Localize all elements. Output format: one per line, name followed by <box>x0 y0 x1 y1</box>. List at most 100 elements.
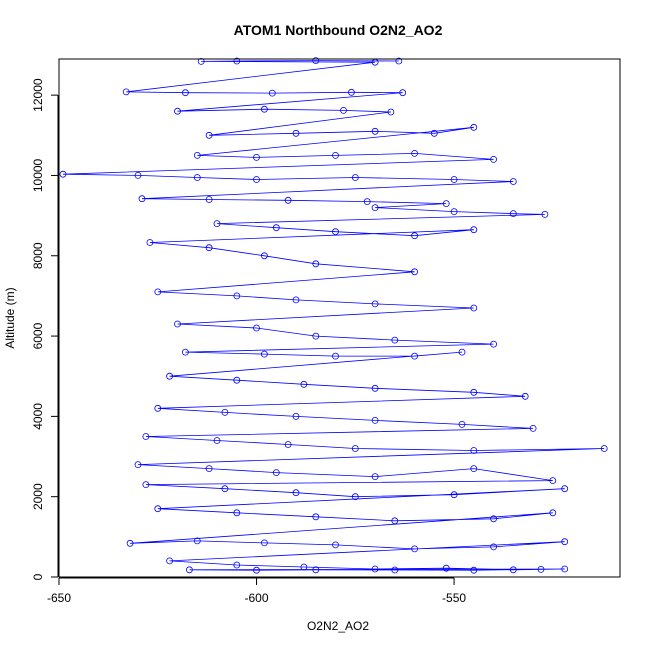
data-point <box>371 300 379 308</box>
data-point <box>521 392 529 400</box>
data-point <box>490 155 498 163</box>
data-point <box>312 332 320 340</box>
data-point <box>561 538 569 546</box>
data-point <box>253 324 260 332</box>
data-point <box>395 57 403 65</box>
data-point <box>332 352 339 360</box>
data-point <box>233 292 241 300</box>
data-point <box>221 408 229 416</box>
data-point <box>561 485 569 493</box>
data-point <box>371 565 379 573</box>
data-point <box>600 445 608 452</box>
data-point <box>260 252 268 260</box>
data-point <box>154 288 162 296</box>
data-point <box>174 320 181 328</box>
data-point <box>442 200 450 208</box>
x-axis-label: O2N2_AO2 <box>307 619 369 633</box>
data-point <box>193 174 201 181</box>
data-point <box>371 127 379 135</box>
data-point <box>213 220 221 228</box>
x-tick-label: -650 <box>47 591 71 605</box>
data-point <box>292 296 300 304</box>
data-point <box>458 420 466 428</box>
data-point <box>470 226 478 234</box>
data-point <box>312 57 320 64</box>
data-point <box>470 123 478 131</box>
y-tick-label: 8000 <box>31 242 45 269</box>
data-point <box>450 208 458 216</box>
data-point <box>363 198 371 206</box>
data-point <box>411 232 419 240</box>
data-point <box>185 566 193 574</box>
data-point <box>205 465 213 473</box>
data-point <box>371 204 379 212</box>
series-points <box>59 57 608 574</box>
data-point <box>126 539 134 547</box>
data-point <box>351 445 359 452</box>
y-tick-label: 12000 <box>31 78 45 112</box>
data-point <box>490 543 498 551</box>
data-point <box>458 348 466 356</box>
series-lines <box>62 60 605 571</box>
data-point <box>312 566 320 574</box>
data-point <box>193 537 201 545</box>
data-point <box>490 515 498 523</box>
data-point <box>411 545 419 553</box>
chart-title: ATOM1 Northbound O2N2_AO2 <box>234 22 443 38</box>
data-point <box>391 566 399 574</box>
data-point <box>260 105 268 113</box>
data-point <box>154 404 162 412</box>
data-point <box>284 196 292 204</box>
data-point <box>391 517 399 525</box>
data-point <box>154 505 162 513</box>
data-point <box>292 129 300 137</box>
data-point <box>399 89 407 97</box>
data-point <box>260 350 268 358</box>
data-point <box>292 412 300 420</box>
data-point <box>332 151 339 159</box>
data-point <box>142 481 150 489</box>
data-point <box>174 107 181 115</box>
x-tick-label: -600 <box>245 591 269 605</box>
data-point <box>450 176 458 183</box>
data-point <box>205 131 213 139</box>
data-point <box>146 239 154 246</box>
data-point <box>272 224 280 232</box>
series-line <box>62 60 605 571</box>
data-point <box>312 260 320 268</box>
data-point <box>509 178 517 185</box>
data-point <box>205 196 213 203</box>
data-point <box>197 58 205 65</box>
y-tick-label: 10000 <box>31 158 45 192</box>
data-point <box>470 388 478 396</box>
data-point <box>268 89 276 97</box>
y-axis-label: Altitude (m) <box>3 287 17 348</box>
y-tick-label: 6000 <box>31 322 45 349</box>
data-point <box>260 539 268 547</box>
y-tick-label: 4000 <box>31 403 45 430</box>
data-point <box>470 447 478 454</box>
data-point <box>253 153 260 161</box>
data-point <box>470 566 478 574</box>
data-point <box>351 493 359 501</box>
data-point <box>181 348 189 356</box>
data-point <box>193 151 201 159</box>
y-tick-label: 2000 <box>31 483 45 510</box>
data-point <box>537 566 545 573</box>
data-point <box>300 380 308 388</box>
data-point <box>371 416 379 424</box>
data-point <box>59 170 67 178</box>
data-point <box>442 564 450 572</box>
data-point <box>450 491 458 499</box>
data-point <box>391 336 399 344</box>
data-point <box>134 171 142 179</box>
y-axis: 0 2000 4000 6000 8000 10000 12000 <box>31 78 59 580</box>
data-point <box>411 149 419 157</box>
data-point <box>387 108 395 116</box>
data-point <box>253 566 260 574</box>
data-point <box>529 424 537 432</box>
data-point <box>561 565 569 573</box>
data-point <box>233 57 241 65</box>
data-point <box>470 304 478 312</box>
data-point <box>470 465 478 473</box>
